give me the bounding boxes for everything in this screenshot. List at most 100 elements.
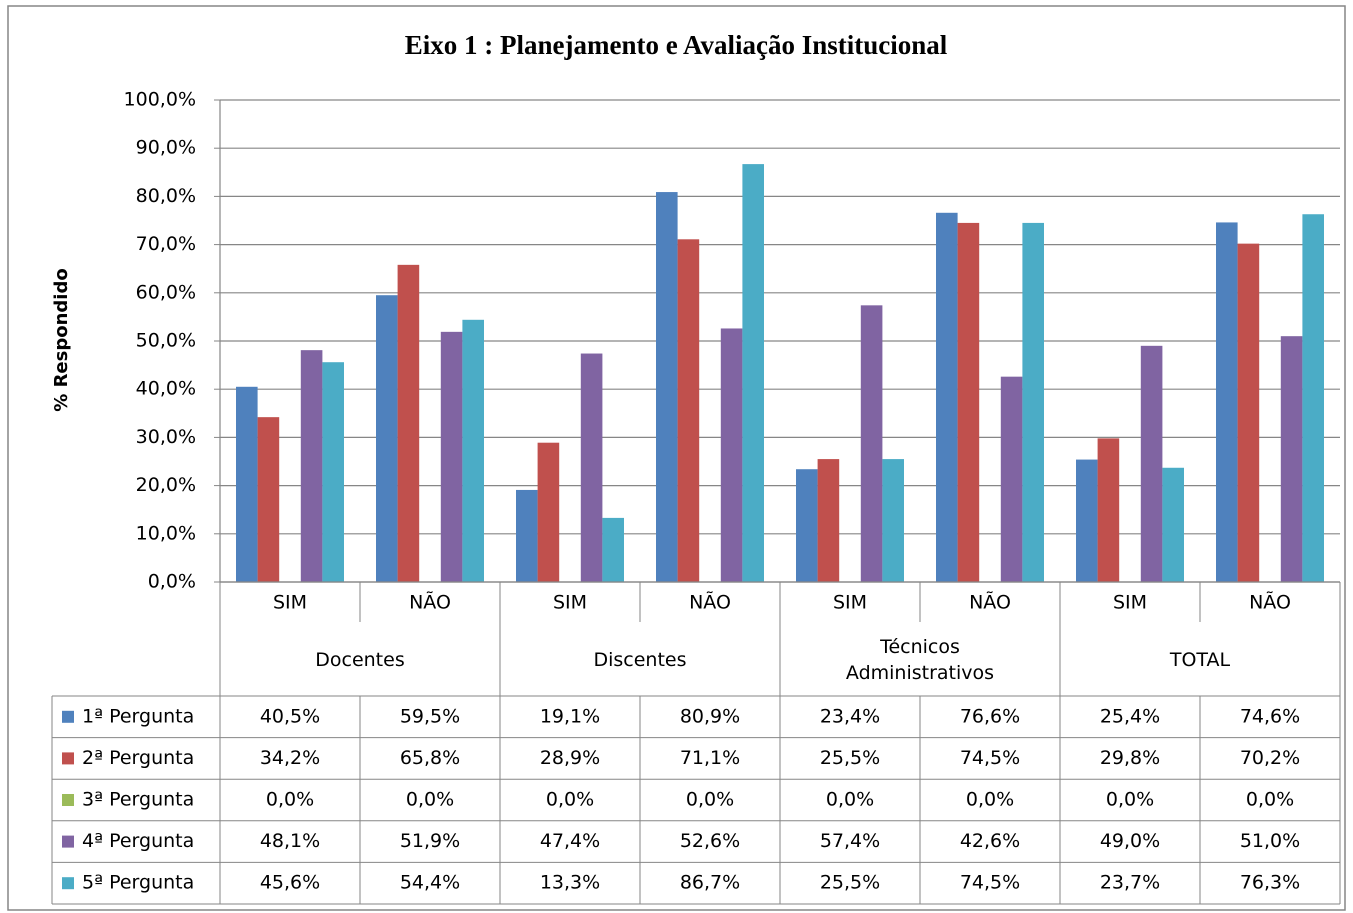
bar <box>677 239 700 582</box>
legend-label: 5ª Pergunta <box>82 872 194 894</box>
x-tick-label: SIM <box>553 592 587 614</box>
bar <box>656 192 678 582</box>
bar <box>580 353 603 582</box>
table-value: 29,8% <box>1100 747 1160 769</box>
bar <box>1076 459 1098 582</box>
group-label: TOTAL <box>1169 649 1231 671</box>
table-value: 65,8% <box>400 747 460 769</box>
table-value: 19,1% <box>540 705 600 727</box>
y-tick-label: 60,0% <box>136 281 196 303</box>
x-tick-label: NÃO <box>409 591 451 614</box>
table-value: 0,0% <box>686 789 734 811</box>
table-value: 28,9% <box>540 747 600 769</box>
group-label-box: TOTAL <box>1060 625 1340 695</box>
bar <box>376 295 398 582</box>
x-tick-label: SIM <box>1113 592 1147 614</box>
bar <box>936 212 958 582</box>
table-value: 23,7% <box>1100 872 1160 894</box>
table-value: 47,4% <box>540 830 600 852</box>
y-tick-label: 50,0% <box>136 330 196 352</box>
x-tick-label: NÃO <box>1249 591 1291 614</box>
bar <box>860 305 883 582</box>
table-value: 42,6% <box>960 830 1020 852</box>
bar <box>322 362 344 582</box>
x-tick-label: SIM <box>273 592 307 614</box>
group-label-wrap: Discentes <box>500 625 780 695</box>
legend-key <box>62 877 74 890</box>
table-value: 25,4% <box>1100 705 1160 727</box>
table-value: 70,2% <box>1240 747 1300 769</box>
bar <box>1302 214 1324 582</box>
table-value: 74,5% <box>960 747 1020 769</box>
group-label: Docentes <box>315 649 405 671</box>
legend-label: 3ª Pergunta <box>82 789 194 811</box>
table-value: 0,0% <box>1106 789 1154 811</box>
table-value: 74,5% <box>960 872 1020 894</box>
bar <box>1097 438 1120 582</box>
group-label: Técnicos Administrativos <box>845 636 995 684</box>
y-axis-title: % Respondido <box>51 268 72 411</box>
table-value: 59,5% <box>400 705 460 727</box>
table-value: 0,0% <box>546 789 594 811</box>
table-value: 76,3% <box>1240 872 1300 894</box>
table-value: 51,9% <box>400 830 460 852</box>
y-tick-label: 20,0% <box>136 474 196 496</box>
x-tick-label: SIM <box>833 592 867 614</box>
bar <box>796 469 818 582</box>
table-value: 86,7% <box>680 872 740 894</box>
table-value: 54,4% <box>400 872 460 894</box>
legend-key <box>62 794 74 806</box>
table-value: 74,6% <box>1240 705 1300 727</box>
bar <box>1216 222 1238 583</box>
table-value: 52,6% <box>680 830 740 852</box>
y-tick-label: 30,0% <box>136 426 196 448</box>
bar <box>602 517 624 582</box>
table-value: 71,1% <box>680 747 740 769</box>
group-label-wrap: Técnicos Administrativos <box>780 625 1060 695</box>
table-value: 51,0% <box>1240 830 1300 852</box>
group-label: Discentes <box>593 649 687 671</box>
table-value: 25,5% <box>820 747 880 769</box>
y-tick-label: 0,0% <box>148 571 196 593</box>
table-value: 25,5% <box>820 872 880 894</box>
bar <box>720 328 743 582</box>
y-tick-label: 90,0% <box>136 137 196 159</box>
table-value: 57,4% <box>820 830 880 852</box>
table-value: 13,3% <box>540 872 600 894</box>
bar <box>742 164 764 582</box>
group-label-box: Docentes <box>220 625 500 695</box>
x-tick-label: NÃO <box>689 591 731 614</box>
bar <box>236 386 258 582</box>
table-value: 80,9% <box>680 705 740 727</box>
table-value: 0,0% <box>966 789 1014 811</box>
legend-key <box>62 752 74 765</box>
table-value: 0,0% <box>826 789 874 811</box>
table-value: 34,2% <box>260 747 320 769</box>
table-value: 40,5% <box>260 705 320 727</box>
bar <box>1000 376 1023 582</box>
group-label-box: Técnicos Administrativos <box>780 625 1060 695</box>
group-label-wrap: Docentes <box>220 625 500 695</box>
legend-label: 1ª Pergunta <box>82 705 194 727</box>
bar <box>516 489 538 582</box>
y-tick-label: 10,0% <box>136 522 196 544</box>
bar <box>440 331 463 582</box>
bar <box>882 459 904 582</box>
bar <box>1022 222 1044 582</box>
group-label-box: Discentes <box>500 625 780 695</box>
table-value: 49,0% <box>1100 830 1160 852</box>
y-tick-label: 40,0% <box>136 378 196 400</box>
y-tick-label: 70,0% <box>136 233 196 255</box>
table-value: 23,4% <box>820 705 880 727</box>
y-tick-label: 100,0% <box>124 89 196 111</box>
table-value: 0,0% <box>406 789 454 811</box>
legend-key <box>62 710 74 723</box>
bar <box>1162 467 1184 582</box>
chart-title: Eixo 1 : Planejamento e Avaliação Instit… <box>405 30 948 60</box>
bar <box>1237 243 1260 583</box>
y-tick-label: 80,0% <box>136 185 196 207</box>
legend-label: 2ª Pergunta <box>82 747 194 769</box>
legend-key <box>62 835 74 848</box>
group-label-wrap: TOTAL <box>1060 625 1340 695</box>
